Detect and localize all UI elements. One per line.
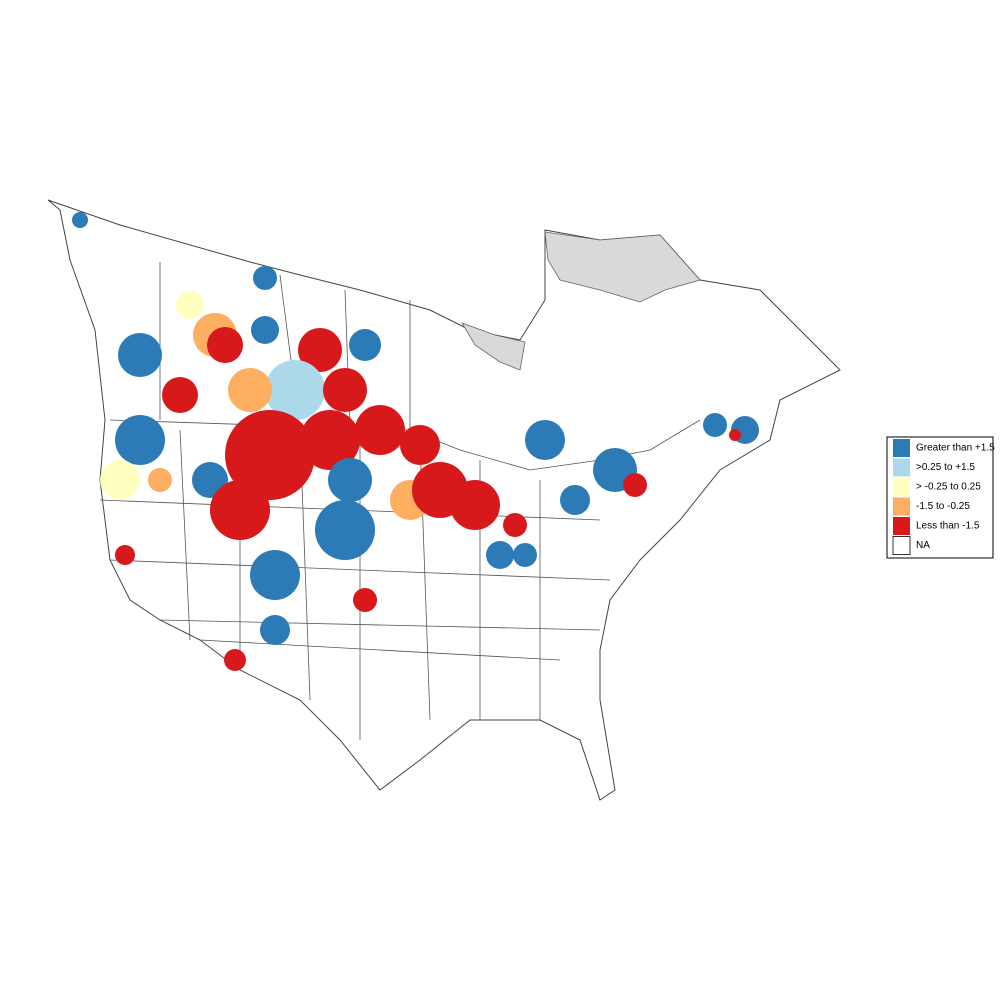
legend-label: > -0.25 to 0.25 — [916, 482, 981, 493]
legend-swatch — [893, 478, 910, 496]
legend-label: Less than -1.5 — [916, 521, 980, 532]
legend: Greater than +1.5 >0.25 to +1.5 > -0.25 to… — [886, 436, 995, 559]
na-region — [461, 322, 526, 371]
legend-swatch — [893, 439, 910, 457]
legend-swatch — [893, 458, 910, 477]
legend-swatch — [893, 517, 910, 535]
data-cells — [72, 212, 759, 671]
legend-label: NA — [916, 540, 930, 551]
legend-swatch — [892, 536, 911, 555]
legend-label: >0.25 to +1.5 — [916, 462, 975, 473]
legend-label: Greater than +1.5 — [916, 443, 995, 454]
legend-label: -1.5 to -0.25 — [916, 501, 970, 512]
na-region — [544, 231, 701, 303]
legend-swatch — [893, 497, 910, 516]
